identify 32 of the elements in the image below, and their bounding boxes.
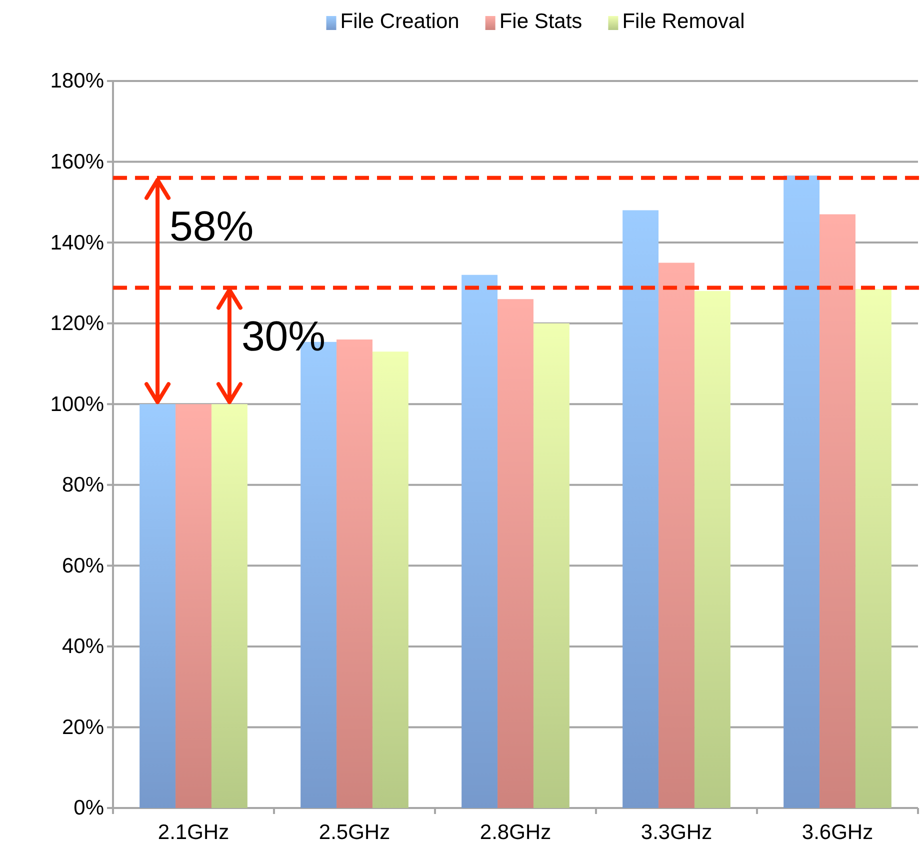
x-tick-label: 2.5GHz <box>318 820 390 844</box>
bar <box>498 299 534 808</box>
annotation: 58% <box>170 202 254 250</box>
y-tick-label: 60% <box>62 554 104 578</box>
x-tick-label: 3.6GHz <box>802 820 874 844</box>
x-tick-label: 2.1GHz <box>158 820 230 844</box>
legend-label: File Removal <box>622 10 745 33</box>
bar <box>462 274 498 808</box>
legend-label: File Creation <box>340 10 460 33</box>
bar <box>336 339 372 808</box>
bar <box>372 352 408 808</box>
bar <box>622 210 659 808</box>
bar <box>694 291 730 808</box>
bar <box>533 323 570 808</box>
bar <box>820 214 856 808</box>
bar <box>784 176 820 808</box>
y-tick-label: 140% <box>50 231 104 254</box>
bar <box>855 289 892 808</box>
bar <box>658 262 694 808</box>
y-tick-label: 120% <box>50 312 104 336</box>
y-tick-label: 40% <box>62 635 104 658</box>
x-tick-label: 3.3GHz <box>640 820 712 844</box>
y-tick-label: 80% <box>62 474 104 497</box>
annotation: 30% <box>241 312 326 360</box>
legend-label: Fie Stats <box>499 10 582 33</box>
y-tick-label: 20% <box>62 716 104 739</box>
y-tick-label: 180% <box>50 70 104 93</box>
x-tick-label: 2.8GHz <box>480 820 552 844</box>
y-tick-label: 160% <box>50 150 104 174</box>
bar <box>176 404 212 808</box>
y-tick-label: 100% <box>50 392 104 416</box>
y-tick-label: 0% <box>74 796 104 820</box>
